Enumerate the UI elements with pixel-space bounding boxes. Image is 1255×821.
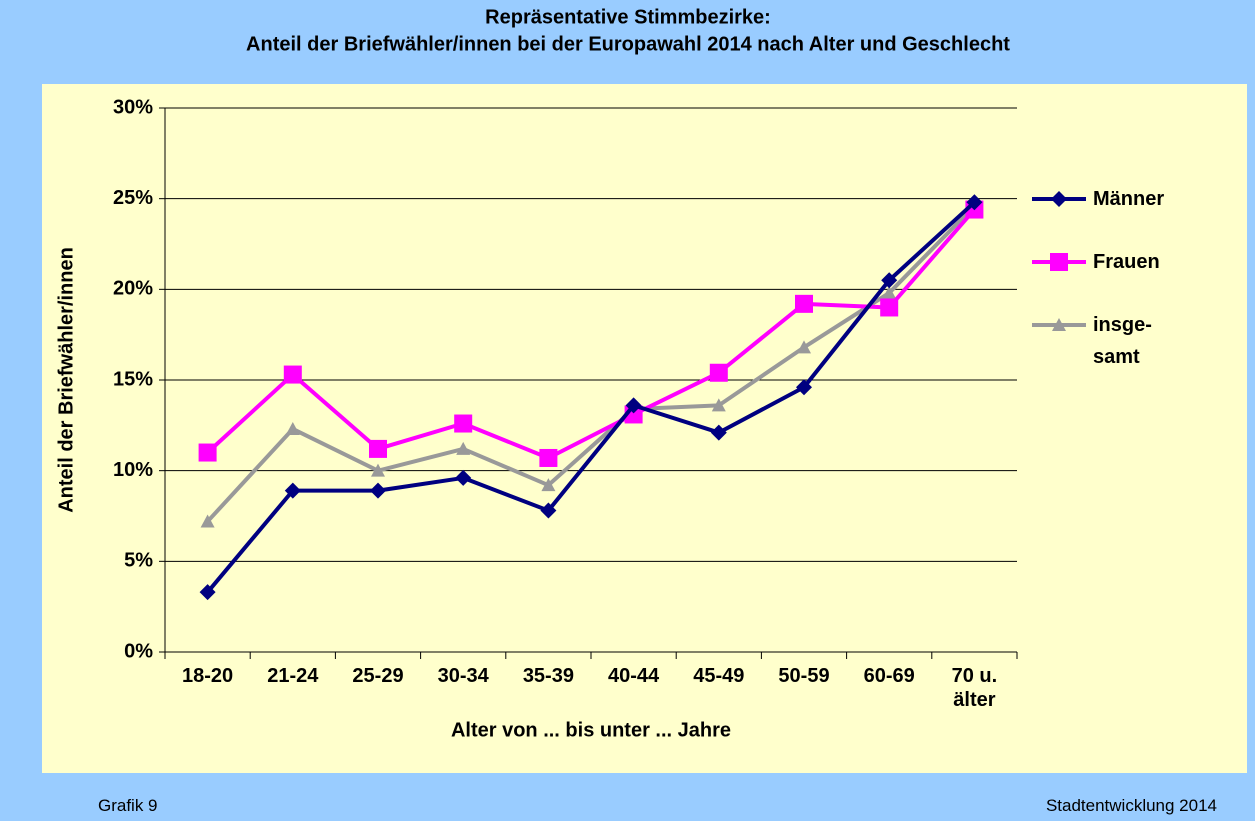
- footer-right: Stadtentwicklung 2014: [1045, 796, 1217, 815]
- y-tick-label: 25%: [113, 187, 153, 209]
- x-axis-label: Alter von ... bis unter ... Jahre: [451, 719, 731, 741]
- x-tick-label: 35-39: [522, 665, 574, 687]
- x-tick-label: 60-69: [863, 665, 915, 687]
- x-tick-label: 18-20: [182, 665, 234, 687]
- data-point: [456, 441, 471, 455]
- y-tick-label: 5%: [124, 550, 153, 572]
- x-tick-label: 25-29: [352, 665, 404, 687]
- data-point: [711, 398, 726, 412]
- data-point: [200, 514, 215, 528]
- y-tick-label: 15%: [113, 368, 153, 390]
- x-tick-label: 30-34: [437, 665, 489, 687]
- y-tick-label: 10%: [113, 459, 153, 481]
- series-line: [206, 204, 976, 523]
- data-point: [796, 379, 812, 396]
- data-point: [625, 397, 642, 414]
- x-tick-label: 70 u. älter: [951, 665, 998, 711]
- data-point: [455, 469, 472, 486]
- y-tick-label: 30%: [113, 96, 153, 118]
- data-point: [709, 363, 728, 382]
- data-point: [371, 463, 385, 477]
- data-point: [370, 482, 386, 499]
- data-point: [882, 285, 897, 299]
- chart-title: Repräsentative Stimmbezirke:: [485, 6, 771, 28]
- series-line: [206, 200, 976, 594]
- data-point: [880, 298, 899, 317]
- data-point: [966, 194, 983, 211]
- data-point: [369, 439, 387, 458]
- footer-left: Grafik 9: [98, 796, 158, 815]
- y-axis-label: Anteil der Briefwähler/innen: [55, 247, 77, 513]
- data-point: [710, 424, 727, 441]
- data-point: [541, 478, 556, 492]
- x-tick-label: 40-44: [608, 665, 660, 687]
- data-point: [198, 443, 217, 462]
- data-point: [797, 340, 811, 354]
- legend-marker: [1051, 191, 1067, 207]
- legend-label: insge-samt: [1093, 314, 1152, 368]
- legend-marker: [1052, 318, 1066, 331]
- x-tick-label: 45-49: [693, 665, 745, 687]
- data-point: [795, 294, 813, 313]
- data-point: [284, 482, 301, 499]
- series-line: [206, 208, 976, 460]
- legend-label: Frauen: [1093, 251, 1160, 273]
- data-point: [454, 414, 473, 433]
- x-tick-label: 21-24: [267, 665, 319, 687]
- chart-subtitle: Anteil der Briefwähler/innen bei der Eur…: [246, 33, 1010, 55]
- data-point: [285, 421, 300, 435]
- data-point: [283, 365, 302, 384]
- y-tick-label: 20%: [113, 278, 153, 300]
- data-point: [540, 502, 557, 519]
- data-point: [539, 448, 558, 467]
- data-point: [199, 584, 216, 601]
- y-tick-label: 0%: [124, 640, 153, 662]
- data-point: [881, 272, 898, 289]
- legend-marker: [1050, 253, 1068, 271]
- legend-label: Männer: [1093, 188, 1165, 210]
- x-tick-label: 50-59: [778, 665, 830, 687]
